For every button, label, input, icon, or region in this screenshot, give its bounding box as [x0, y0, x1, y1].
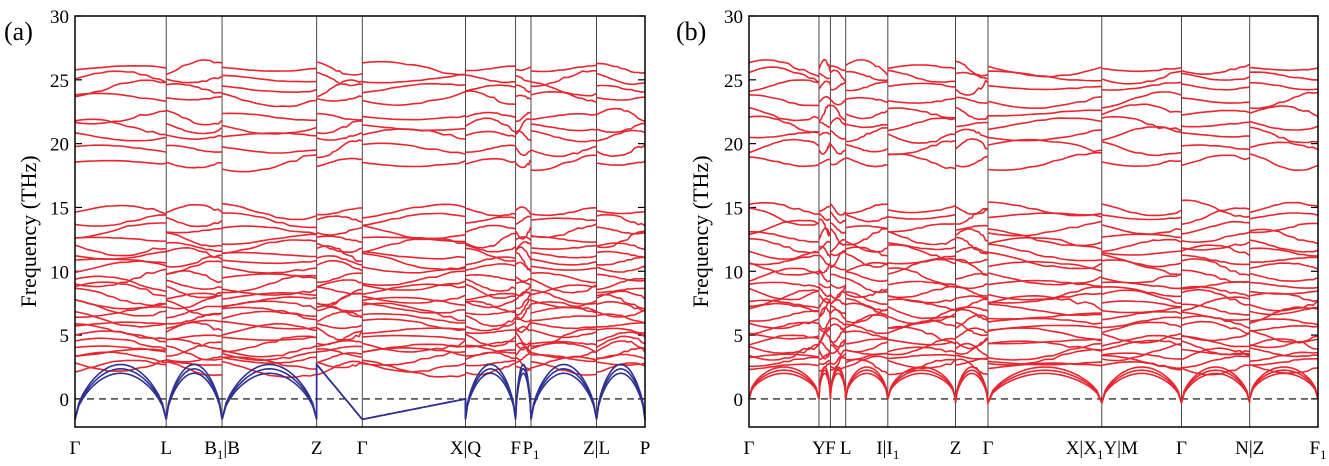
y-tick-label: 5: [60, 326, 70, 347]
x-tick-label: P1: [522, 438, 539, 462]
x-tick-label: Γ: [744, 438, 755, 459]
phonon-band: [74, 318, 646, 334]
acoustic-band: [74, 362, 646, 421]
plot-frame: [74, 15, 646, 428]
phonon-band: [748, 243, 1319, 262]
phonon-band: [74, 259, 646, 275]
panel-label: (a): [4, 17, 33, 46]
phonon-band: [74, 202, 646, 221]
y-tick-label: 20: [50, 135, 69, 156]
phonon-band: [74, 274, 646, 294]
phonon-band: [748, 103, 1319, 122]
x-tick-label: F1: [1309, 438, 1326, 462]
phonon-band: [74, 154, 646, 173]
phonon-band: [74, 310, 646, 328]
phonon-band: [748, 251, 1319, 270]
phonon-band: [74, 252, 645, 271]
x-tick-label: Γ: [982, 438, 993, 459]
phonon-band: [74, 107, 646, 126]
x-tick-label: F: [825, 438, 836, 459]
phonon-band: [748, 137, 1319, 157]
x-tick-label: L: [160, 438, 172, 459]
x-tick-label: X|Q: [450, 438, 482, 459]
acoustic-band: [748, 366, 1319, 406]
y-tick-label: 25: [50, 71, 69, 92]
phonon-band: [748, 285, 1319, 301]
phonon-band: [748, 199, 1319, 218]
phonon-band: [748, 218, 1319, 237]
y-axis-label: Frequency (THz): [688, 155, 713, 307]
y-tick-label: 15: [50, 198, 69, 219]
phonon-band: [74, 90, 646, 108]
x-tick-label: X|X1Y|M: [1066, 438, 1138, 462]
phonon-band: [748, 236, 1319, 255]
panel-label: (b): [676, 17, 706, 46]
phonon-band: [748, 207, 1319, 226]
y-tick-label: 30: [724, 7, 743, 28]
phonon-band: [749, 227, 1319, 247]
phonon-band: [74, 340, 646, 358]
x-tick-label: Z: [311, 438, 323, 459]
y-tick-label: 5: [734, 326, 744, 347]
phonon-band: [748, 347, 1319, 366]
y-tick-label: 0: [60, 390, 70, 411]
x-tick-label: Y: [812, 438, 826, 459]
phonon-band: [74, 139, 646, 159]
y-tick-label: 20: [724, 135, 743, 156]
y-tick-label: 15: [724, 198, 743, 219]
phonon-band: [74, 70, 646, 88]
phonon-band: [74, 117, 646, 136]
phonon-band: [74, 345, 646, 362]
phonon-band: [74, 335, 646, 353]
y-tick-label: 25: [724, 71, 743, 92]
plot-frame: [748, 15, 1319, 428]
y-tick-label: 30: [50, 7, 69, 28]
y-tick-label: 0: [734, 390, 744, 411]
phonon-band: [748, 152, 1319, 172]
x-tick-label: F: [510, 438, 521, 459]
y-tick-label: 10: [724, 262, 743, 283]
phonon-band: [74, 79, 645, 98]
acoustic-band: [748, 372, 1319, 406]
x-tick-label: P: [640, 438, 651, 459]
x-tick-label: Z: [950, 438, 962, 459]
phonon-band: [748, 91, 1319, 110]
x-tick-label: Γ: [357, 438, 368, 459]
x-tick-label: L: [840, 438, 852, 459]
phonon-band: [74, 59, 646, 76]
phonon-band: [748, 58, 1319, 78]
acoustic-band: [74, 362, 646, 421]
x-tick-label: I|I1: [876, 438, 899, 462]
x-tick-label: N|Z: [1235, 438, 1264, 459]
acoustic-band: [74, 362, 646, 421]
phonon-band: [74, 245, 646, 263]
phonon-band: [74, 268, 646, 288]
phonon-band: [74, 287, 646, 307]
phonon-band: [748, 115, 1319, 134]
phonon-band: [74, 222, 646, 240]
phonon-band: [74, 281, 645, 300]
phonon-band: [748, 267, 1319, 286]
phonon-band: [74, 230, 646, 249]
x-tick-label: Γ: [70, 438, 81, 459]
phonon-band: [749, 353, 1318, 371]
x-tick-label: Γ: [1176, 438, 1187, 459]
phonon-band: [74, 237, 646, 257]
phonon-band: [748, 277, 1319, 294]
phonon-band: [74, 298, 646, 317]
y-axis-label: Frequency (THz): [16, 155, 41, 307]
phonon-band: [74, 212, 646, 229]
y-tick-label: 10: [50, 262, 69, 283]
x-tick-label: Z|L: [583, 438, 610, 459]
panel-a: (a) Frequency (THz) 0 5 10 15 20 25 30 Γ L B1|B Z Γ X|…: [4, 7, 650, 462]
phonon-band: [748, 79, 1319, 96]
phonon-band: [748, 125, 1319, 144]
x-tick-label: B1|B: [204, 438, 240, 462]
phonon-band: [748, 258, 1319, 277]
